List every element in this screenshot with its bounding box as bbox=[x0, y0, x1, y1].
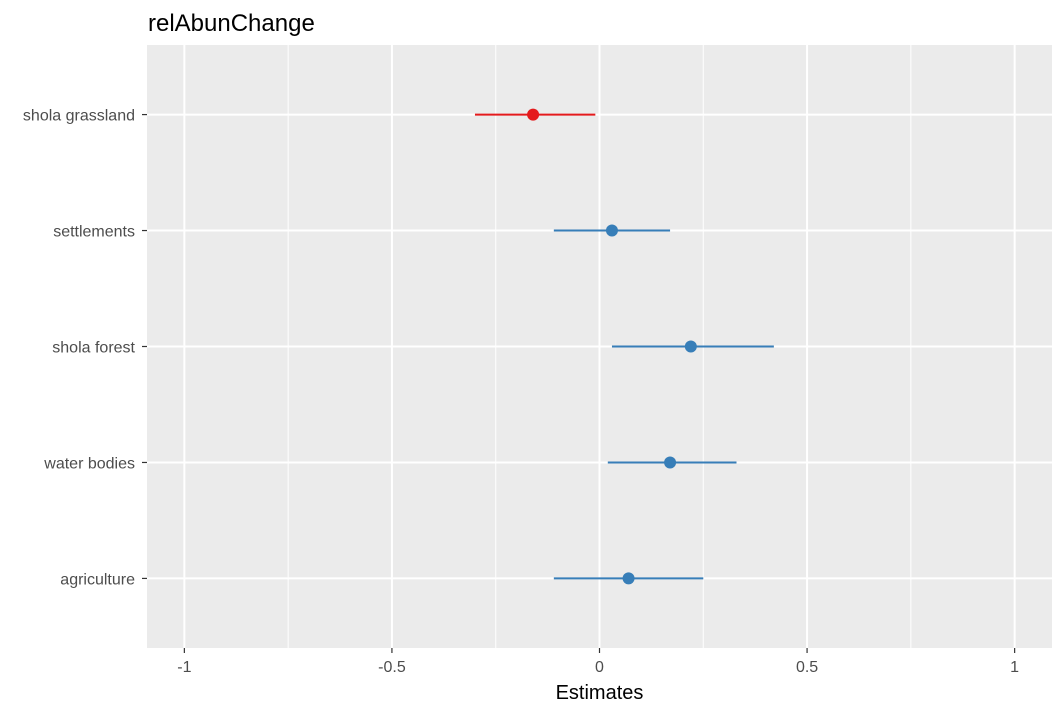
x-tick-label: -0.5 bbox=[378, 659, 406, 676]
y-tick-label: shola grassland bbox=[23, 108, 135, 125]
estimate-points bbox=[527, 108, 697, 585]
x-tick-label: -1 bbox=[177, 659, 191, 676]
x-axis-title: Estimates bbox=[556, 682, 644, 704]
x-tick-label: 0.5 bbox=[796, 659, 818, 676]
x-tick-label: 1 bbox=[1010, 659, 1019, 676]
estimate-point bbox=[684, 340, 697, 353]
x-axis: -1 -0.5 0 0.5 1 bbox=[177, 648, 1019, 676]
estimate-point bbox=[605, 224, 618, 237]
x-tick-label: 0 bbox=[595, 659, 604, 676]
y-tick-label: agriculture bbox=[60, 571, 135, 588]
y-tick-label: settlements bbox=[53, 224, 135, 241]
y-axis: shola grassland settlements shola forest wa… bbox=[23, 108, 147, 588]
y-tick-label: shola forest bbox=[52, 340, 135, 357]
y-tick-label: water bodies bbox=[43, 455, 135, 472]
chart-title: relAbunChange bbox=[148, 10, 315, 37]
estimate-point bbox=[622, 572, 635, 585]
estimate-point bbox=[664, 456, 677, 469]
estimate-point bbox=[527, 108, 540, 121]
